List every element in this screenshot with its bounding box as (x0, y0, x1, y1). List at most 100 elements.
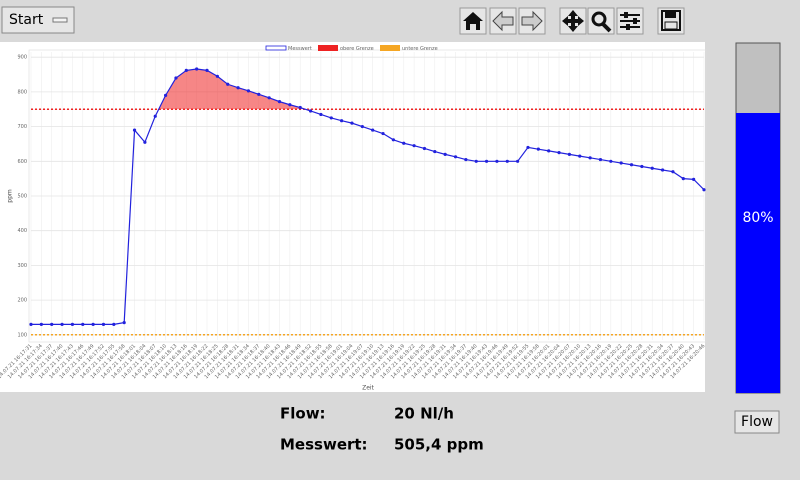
legend-swatch (318, 45, 338, 51)
data-point (381, 131, 385, 136)
data-point (536, 147, 540, 151)
zoom-button[interactable] (587, 7, 615, 35)
data-point (464, 157, 468, 162)
start-label: Start (9, 12, 44, 28)
reading-label: Messwert: (280, 436, 368, 454)
y-axis-label: ppm (7, 189, 14, 203)
data-point (246, 89, 251, 93)
legend-swatch (265, 45, 287, 51)
data-point (422, 146, 427, 151)
y-tick-label: 300 (17, 263, 27, 269)
data-point (484, 159, 489, 163)
forward-button[interactable] (518, 7, 546, 35)
data-point (516, 159, 520, 163)
save-button[interactable] (657, 7, 685, 35)
flow-label: Flow (741, 414, 773, 430)
data-point (288, 103, 292, 107)
data-point (226, 82, 230, 86)
data-point (650, 166, 654, 170)
data-point (391, 138, 395, 142)
data-point (702, 188, 706, 192)
data-point (319, 112, 323, 117)
data-point (329, 116, 333, 120)
gauge-label: 80% (742, 210, 773, 226)
data-point (505, 159, 509, 163)
y-tick-label: 900 (17, 55, 27, 61)
data-point (629, 163, 634, 167)
data-point (412, 144, 416, 148)
data-point (164, 93, 168, 97)
data-point (143, 140, 147, 144)
data-point (609, 159, 613, 163)
data-point (360, 125, 364, 129)
data-point (340, 119, 344, 123)
flow-button[interactable]: Flow (734, 410, 780, 434)
legend-label: untere Grenze (402, 46, 438, 52)
data-point (184, 68, 188, 72)
back-button[interactable] (489, 7, 517, 35)
data-point (236, 86, 240, 90)
data-point (619, 161, 623, 165)
reading-value: 505,4 ppm (394, 436, 484, 454)
y-tick-label: 200 (17, 298, 27, 304)
y-tick-label: 800 (17, 89, 27, 95)
data-point (174, 76, 178, 80)
data-point (640, 164, 644, 169)
data-point (588, 156, 592, 160)
data-point (433, 149, 437, 154)
data-point (671, 170, 675, 174)
data-point (112, 322, 116, 326)
y-tick-label: 600 (17, 159, 27, 165)
data-point (277, 100, 282, 104)
data-point (308, 109, 313, 113)
data-point (474, 159, 478, 163)
data-point (39, 322, 43, 326)
data-point (443, 152, 447, 156)
data-point (153, 114, 157, 118)
chart-panel (0, 42, 705, 392)
legend-swatch (380, 45, 400, 51)
y-tick-label: 100 (17, 332, 27, 338)
data-point (195, 67, 199, 71)
data-point (132, 128, 137, 132)
settings-button[interactable] (616, 7, 644, 35)
reading-label: Flow: (280, 405, 326, 423)
data-point (101, 322, 106, 326)
data-point (547, 149, 551, 153)
data-point (70, 322, 75, 326)
exceed-area (31, 69, 704, 110)
data-point (453, 155, 458, 159)
home-button[interactable] (459, 7, 487, 35)
gauge (735, 42, 781, 394)
data-point (526, 145, 530, 150)
data-point (692, 177, 696, 181)
gauge-fill (736, 113, 780, 393)
y-tick-label: 400 (17, 228, 27, 234)
data-point (298, 105, 302, 110)
start-button[interactable]: Start (1, 6, 75, 34)
data-point (567, 152, 572, 156)
data-point (60, 322, 64, 326)
data-point (122, 321, 126, 325)
data-point (578, 154, 582, 158)
data-point (257, 92, 261, 96)
data-point (660, 168, 665, 172)
data-point (91, 322, 95, 326)
data-point (402, 141, 406, 145)
y-tick-label: 700 (17, 124, 27, 130)
data-point (371, 128, 375, 132)
toolbar (459, 7, 685, 35)
data-line (31, 68, 705, 325)
legend-label: obere Grenze (340, 46, 374, 52)
reading-value: 20 Nl/h (394, 405, 454, 423)
data-point (267, 96, 271, 100)
plot-border (28, 49, 707, 343)
legend-label: Messwert (288, 46, 312, 52)
x-axis-label: Zeit (362, 385, 374, 392)
y-tick-label: 500 (17, 194, 27, 200)
data-point (495, 159, 499, 163)
pan-button[interactable] (559, 7, 587, 35)
data-point (598, 157, 603, 162)
